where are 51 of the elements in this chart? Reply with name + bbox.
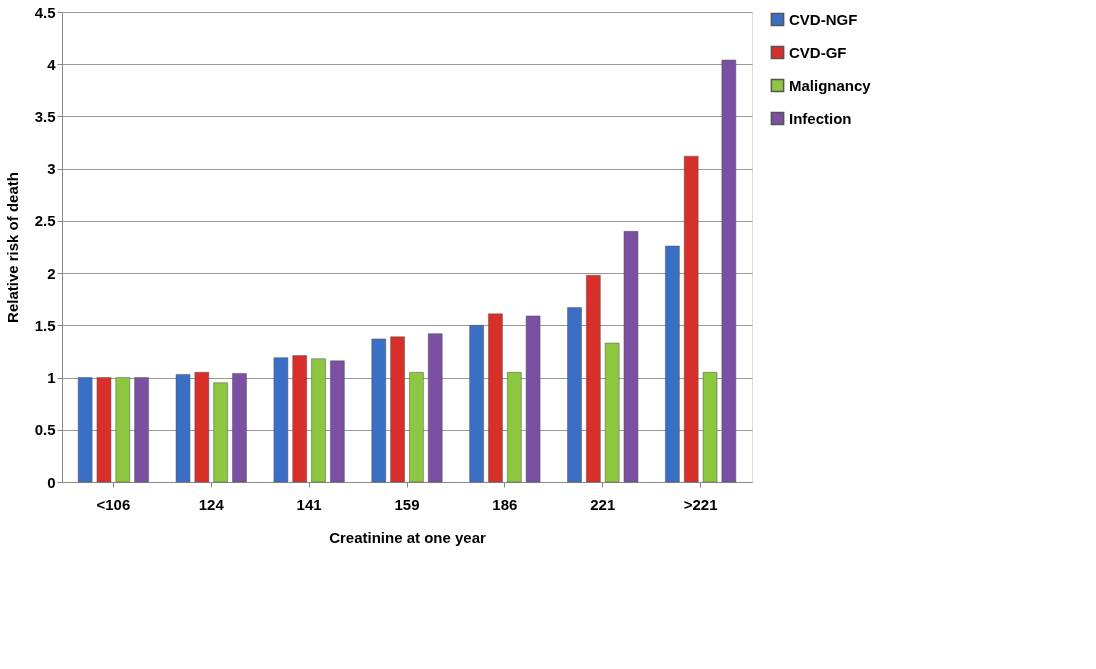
bar (292, 355, 307, 483)
x-tick-label: >221 (683, 495, 718, 513)
y-tick-label: 3 (47, 160, 56, 178)
bar (702, 372, 718, 483)
bar (623, 231, 639, 483)
bar (194, 372, 210, 483)
y-tick-label: 1 (47, 369, 56, 387)
bar (604, 342, 620, 483)
bar (488, 313, 503, 483)
bar (213, 382, 228, 483)
bar (409, 372, 424, 483)
x-tick-label: 124 (198, 495, 225, 513)
x-tick-label: 141 (296, 495, 322, 513)
bar (273, 357, 289, 483)
bar (232, 373, 247, 483)
x-axis-title: Creatinine at one year (329, 528, 487, 546)
y-tick-label: 3.5 (34, 107, 56, 125)
x-tick-label: 221 (590, 495, 616, 513)
legend-label: CVD-GF (789, 43, 847, 61)
bar (77, 377, 93, 483)
bar (683, 155, 699, 483)
y-tick-label: 2 (47, 264, 56, 282)
x-tick-label: 186 (492, 495, 518, 513)
y-tick-label: 0.5 (34, 421, 56, 439)
bar (665, 245, 680, 483)
y-tick-label: 2.5 (34, 212, 56, 230)
x-tick-label: 159 (394, 495, 420, 513)
y-tick-label: 0 (47, 473, 56, 491)
legend-label: CVD-NGF (789, 10, 858, 28)
bar (96, 377, 112, 483)
bar (567, 307, 582, 483)
bar (390, 336, 405, 483)
bar (469, 325, 484, 483)
bar (586, 274, 601, 483)
legend-label: Infection (789, 109, 852, 127)
bar (427, 333, 443, 483)
y-tick-label: 4 (47, 55, 57, 73)
x-tick-label: <106 (96, 495, 131, 513)
bar (721, 59, 737, 483)
bar (175, 374, 191, 483)
bar (371, 338, 387, 483)
y-tick-label: 4.5 (34, 3, 56, 21)
y-tick-label: 1.5 (34, 316, 56, 334)
bar (311, 358, 326, 483)
bar (507, 372, 522, 483)
legend-label: Malignancy (789, 76, 872, 94)
bar (330, 360, 345, 483)
bar (525, 315, 541, 483)
y-axis-title: Relative risk of death (3, 172, 21, 323)
bar (115, 377, 131, 483)
bar (134, 377, 149, 483)
